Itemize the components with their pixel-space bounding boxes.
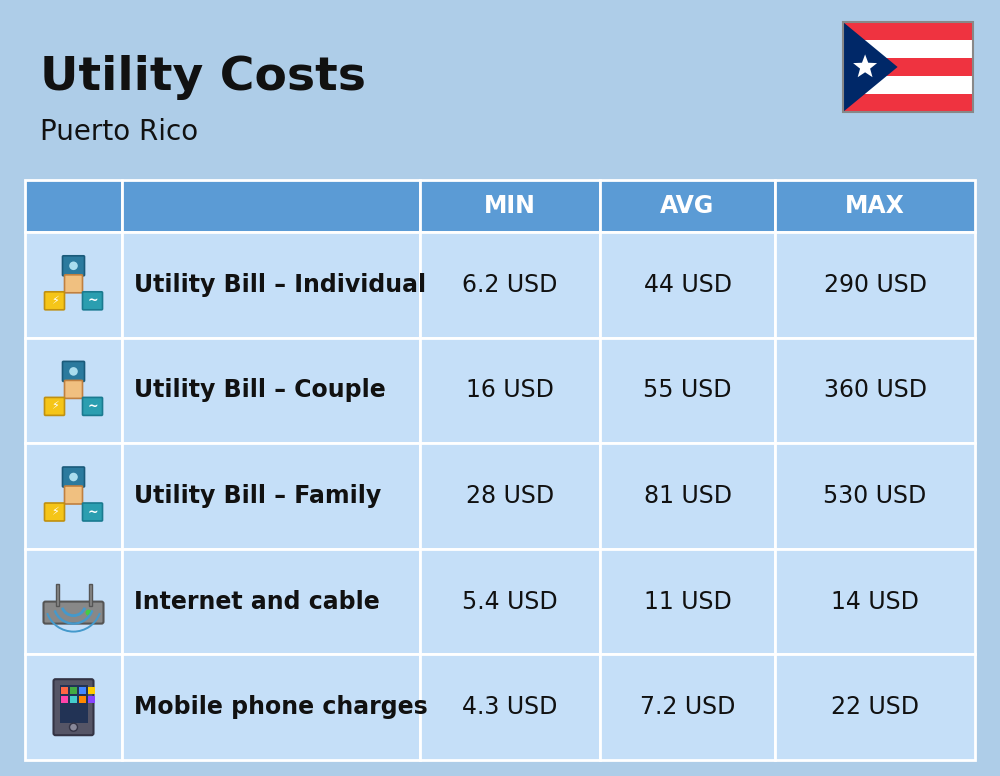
Text: ~: ~ — [87, 505, 98, 518]
Polygon shape — [843, 22, 898, 112]
Text: Mobile phone charges: Mobile phone charges — [134, 695, 428, 719]
Bar — [122, 654, 420, 760]
Bar — [775, 654, 975, 760]
Circle shape — [86, 610, 92, 615]
FancyBboxPatch shape — [64, 380, 82, 398]
Bar — [843, 94, 973, 112]
Bar — [775, 443, 975, 549]
Bar — [600, 654, 775, 760]
FancyBboxPatch shape — [82, 397, 103, 415]
Text: 11 USD: 11 USD — [644, 590, 731, 614]
FancyBboxPatch shape — [82, 292, 103, 310]
Text: ⚡: ⚡ — [51, 401, 58, 411]
FancyBboxPatch shape — [62, 256, 84, 275]
Text: Utility Bill – Family: Utility Bill – Family — [134, 484, 381, 508]
Text: 7.2 USD: 7.2 USD — [640, 695, 735, 719]
Text: 5.4 USD: 5.4 USD — [462, 590, 558, 614]
Text: ⚡: ⚡ — [51, 507, 58, 517]
Bar — [122, 443, 420, 549]
Text: MAX: MAX — [845, 194, 905, 218]
Text: 360 USD: 360 USD — [824, 379, 926, 403]
Bar — [25, 180, 122, 232]
Bar — [25, 654, 122, 760]
Bar — [88, 696, 94, 703]
Bar — [420, 549, 600, 654]
Bar — [122, 180, 420, 232]
Text: 4.3 USD: 4.3 USD — [462, 695, 558, 719]
Bar — [600, 443, 775, 549]
Bar — [775, 180, 975, 232]
FancyBboxPatch shape — [44, 292, 64, 310]
Text: 530 USD: 530 USD — [823, 484, 927, 508]
Text: 55 USD: 55 USD — [643, 379, 732, 403]
Circle shape — [68, 472, 78, 482]
Text: Utility Costs: Utility Costs — [40, 55, 366, 100]
Text: 16 USD: 16 USD — [466, 379, 554, 403]
Bar — [600, 180, 775, 232]
Text: ⚡: ⚡ — [51, 296, 58, 306]
Bar — [843, 40, 973, 58]
Bar — [88, 688, 94, 695]
Text: 44 USD: 44 USD — [644, 273, 732, 296]
Bar — [60, 688, 68, 695]
Polygon shape — [853, 54, 877, 77]
Bar — [420, 654, 600, 760]
Text: 81 USD: 81 USD — [644, 484, 732, 508]
Circle shape — [68, 366, 78, 376]
Text: ~: ~ — [87, 400, 98, 413]
FancyBboxPatch shape — [64, 275, 82, 293]
Bar — [25, 232, 122, 338]
Bar — [775, 232, 975, 338]
Bar — [420, 443, 600, 549]
Bar — [70, 696, 76, 703]
Bar — [60, 685, 88, 723]
Text: Internet and cable: Internet and cable — [134, 590, 380, 614]
Text: Puerto Rico: Puerto Rico — [40, 118, 198, 146]
FancyBboxPatch shape — [44, 601, 104, 624]
Bar — [78, 696, 86, 703]
Bar — [25, 549, 122, 654]
Bar — [600, 338, 775, 443]
Text: Utility Bill – Couple: Utility Bill – Couple — [134, 379, 386, 403]
Text: 22 USD: 22 USD — [831, 695, 919, 719]
Circle shape — [70, 723, 78, 731]
Bar — [420, 180, 600, 232]
Bar — [122, 549, 420, 654]
Text: 14 USD: 14 USD — [831, 590, 919, 614]
Bar — [122, 338, 420, 443]
Bar — [25, 443, 122, 549]
Text: MIN: MIN — [484, 194, 536, 218]
FancyBboxPatch shape — [62, 467, 84, 487]
Text: Utility Bill – Individual: Utility Bill – Individual — [134, 273, 426, 296]
FancyBboxPatch shape — [44, 503, 64, 521]
Bar — [88, 584, 92, 605]
Bar — [78, 688, 86, 695]
Bar — [600, 549, 775, 654]
Bar — [600, 232, 775, 338]
Bar — [775, 338, 975, 443]
FancyBboxPatch shape — [62, 362, 84, 381]
Text: ~: ~ — [87, 294, 98, 307]
Bar — [25, 338, 122, 443]
Text: 6.2 USD: 6.2 USD — [462, 273, 558, 296]
Bar — [420, 338, 600, 443]
Circle shape — [68, 261, 78, 271]
Bar — [843, 76, 973, 94]
FancyBboxPatch shape — [64, 486, 82, 504]
FancyBboxPatch shape — [82, 503, 103, 521]
Bar — [70, 688, 76, 695]
Bar — [843, 22, 973, 40]
Bar — [56, 584, 58, 605]
Text: AVG: AVG — [660, 194, 715, 218]
Bar — [60, 696, 68, 703]
FancyBboxPatch shape — [44, 397, 64, 415]
Text: 290 USD: 290 USD — [824, 273, 926, 296]
Bar — [843, 22, 973, 112]
Bar — [122, 232, 420, 338]
Bar — [775, 549, 975, 654]
Text: 28 USD: 28 USD — [466, 484, 554, 508]
Bar — [420, 232, 600, 338]
FancyBboxPatch shape — [54, 679, 94, 735]
Bar — [843, 58, 973, 76]
